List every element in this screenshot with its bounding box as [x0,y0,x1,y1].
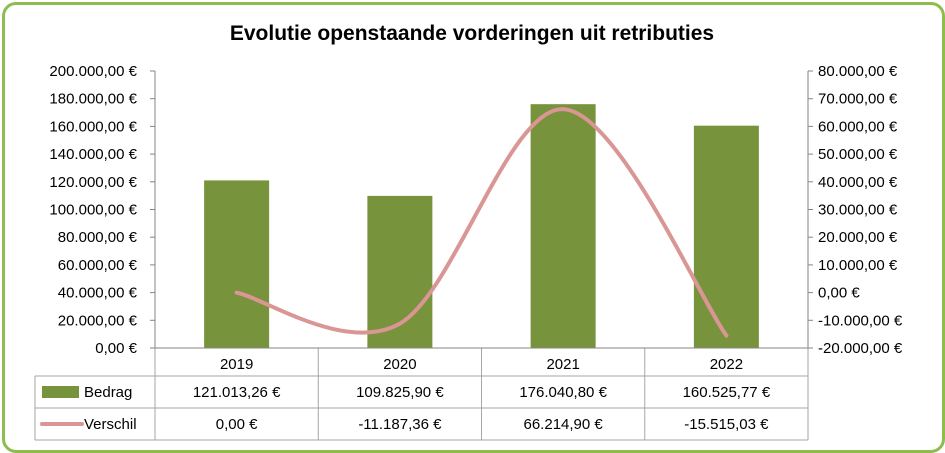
left-axis-tick-label: 40.000,00 € [58,285,138,302]
chart-title: Evolutie openstaande vorderingen uit ret… [230,22,714,45]
legend-label-verschil: Verschil [84,416,137,433]
right-axis-tick-label: 60.000,00 € [818,118,898,135]
point-verschil-2021 [562,108,564,110]
data-label-verschil: -15.515,03 € [684,416,769,433]
right-axis-tick-label: 30.000,00 € [818,202,898,219]
left-axis-tick-label: 80.000,00 € [58,229,138,246]
category-label: 2022 [710,356,743,373]
data-label-verschil: 66.214,90 € [524,416,604,433]
right-axis-tick-label: 40.000,00 € [818,174,898,191]
right-axis-tick-label: 20.000,00 € [818,229,898,246]
data-label-bedrag: 109.825,90 € [356,384,444,401]
category-label: 2019 [220,356,253,373]
data-label-verschil: 0,00 € [216,416,258,433]
left-axis-tick-label: 100.000,00 € [49,202,137,219]
bar-bedrag-2019 [204,180,270,348]
data-label-bedrag: 160.525,77 € [683,384,771,401]
bar-bedrag-2021 [530,104,596,348]
right-axis-tick-label: -10.000,00 € [818,312,903,329]
bar-bedrag-2022 [693,125,759,348]
point-verschil-2022 [725,335,727,337]
data-label-bedrag: 121.013,26 € [193,384,281,401]
left-axis-tick-label: 200.000,00 € [49,63,137,80]
right-axis-tick-label: 70.000,00 € [818,91,898,108]
right-axis-tick-label: -20.000,00 € [818,340,903,357]
category-label: 2020 [383,356,416,373]
data-label-bedrag: 176.040,80 € [519,384,607,401]
left-axis-tick-label: 140.000,00 € [49,146,137,163]
point-verschil-2020 [399,323,401,325]
left-axis-tick-label: 60.000,00 € [58,257,138,274]
left-axis-tick-label: 180.000,00 € [49,91,137,108]
point-verschil-2019 [236,292,238,294]
left-axis-tick-label: 20.000,00 € [58,312,138,329]
line-verschil [234,107,729,338]
legend-key-bedrag [42,386,79,398]
left-axis-tick-label: 160.000,00 € [49,118,137,135]
left-axis-tick-label: 120.000,00 € [49,174,137,191]
right-axis-tick-label: 10.000,00 € [818,257,898,274]
legend-label-bedrag: Bedrag [84,384,132,401]
right-axis-tick-label: 50.000,00 € [818,146,898,163]
right-axis-tick-label: 0,00 € [818,285,860,302]
category-label: 2021 [546,356,579,373]
right-axis-tick-label: 80.000,00 € [818,63,898,80]
data-label-verschil: -11.187,36 € [358,416,442,433]
left-axis-tick-label: 0,00 € [95,340,137,357]
